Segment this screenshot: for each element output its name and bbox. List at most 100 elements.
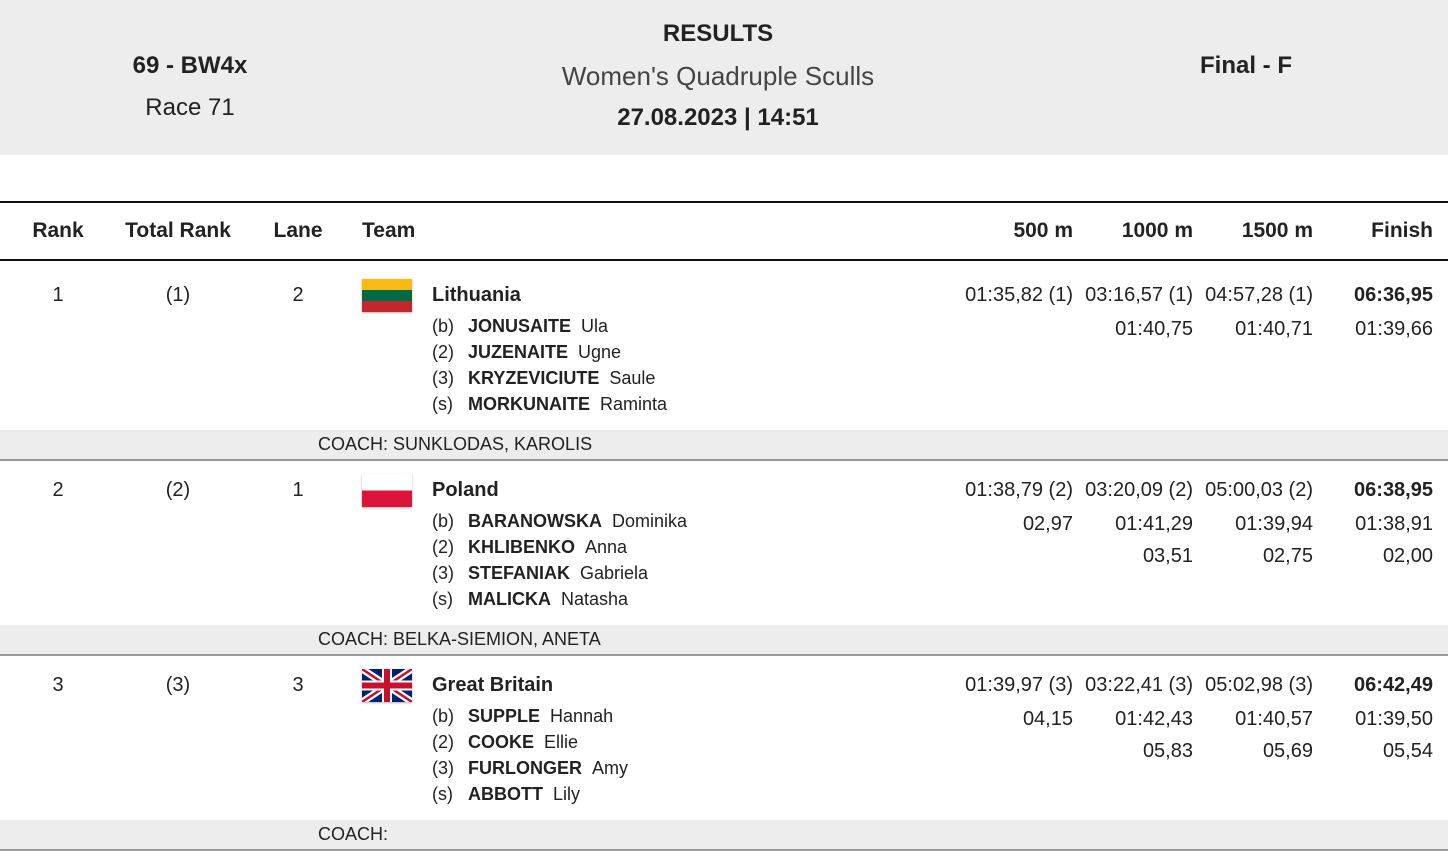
split: 04,15 [1022, 708, 1073, 730]
split: 01:40,71 [1235, 318, 1313, 340]
seat: (s) [432, 394, 453, 414]
split: 01:40,75 [1115, 318, 1193, 340]
seat: (3) [432, 758, 454, 778]
header-band [0, 0, 1448, 155]
time: 03:20,09 (2) [1085, 479, 1193, 501]
gap: 03,51 [1142, 545, 1193, 567]
flag-image [362, 279, 412, 312]
given-name: Gabriela [580, 563, 649, 583]
header-rule [0, 259, 1448, 261]
coach-band [0, 820, 1448, 849]
crew-name: SUPPLE Hannah [468, 703, 613, 729]
row-rule [0, 654, 1448, 656]
column-header: 1500 m [1241, 219, 1313, 242]
rank: 1 [52, 284, 64, 306]
crew-name: JONUSAITE Ula [468, 313, 608, 339]
split: 01:40,57 [1235, 708, 1313, 730]
given-name: Natasha [561, 589, 629, 609]
crew-name: FURLONGER Amy [468, 755, 628, 781]
seat: (3) [432, 563, 454, 583]
title: RESULTS [662, 20, 774, 47]
surname: FURLONGER [468, 758, 582, 778]
subtitle: Women's Quadruple Sculls [561, 61, 875, 91]
given-name: Saule [609, 368, 656, 388]
seat: (s) [432, 784, 453, 804]
split: 01:39,50 [1355, 708, 1433, 730]
team-name: Lithuania [432, 284, 521, 306]
flag [360, 666, 414, 705]
surname: SUPPLE [468, 706, 541, 726]
surname: KHLIBENKO [468, 537, 575, 557]
given-name: Amy [592, 758, 629, 778]
given-name: Ugne [578, 342, 622, 362]
time: 06:42,49 [1354, 674, 1433, 696]
coach: COACH: SUNKLODAS, KAROLIS [318, 434, 593, 454]
time: 05:02,98 (3) [1205, 674, 1313, 696]
crew-name: ABBOTT Lily [468, 781, 580, 807]
crew-name: STEFANIAK Gabriela [468, 560, 648, 586]
seat: (b) [432, 316, 454, 336]
seat: (b) [432, 511, 454, 531]
seat: (2) [432, 342, 454, 362]
column-header: Total Rank [125, 219, 231, 242]
lane: 1 [292, 479, 304, 501]
race: Race 71 [145, 94, 235, 121]
column-header: Finish [1371, 219, 1433, 242]
total-rank: (2) [165, 479, 191, 501]
flag-image [362, 474, 412, 507]
crew-name: MALICKA Natasha [468, 586, 628, 612]
crew-name: KRYZEVICIUTE Saule [468, 365, 655, 391]
surname: KRYZEVICIUTE [468, 368, 600, 388]
surname: JONUSAITE [468, 316, 572, 336]
total-rank: (3) [165, 674, 191, 696]
phase: Final - F [1200, 52, 1292, 79]
column-header: Rank [32, 219, 84, 242]
rank: 3 [52, 674, 64, 696]
split: 02,97 [1022, 513, 1073, 535]
crew-name: MORKUNAITE Raminta [468, 391, 667, 417]
gap: 02,75 [1262, 545, 1313, 567]
crew-name: JUZENAITE Ugne [468, 339, 621, 365]
column-header: Team [362, 219, 416, 242]
crew-name: BARANOWSKA Dominika [468, 508, 687, 534]
surname: COOKE [468, 732, 535, 752]
given-name: Ellie [544, 732, 579, 752]
surname: MORKUNAITE [468, 394, 590, 414]
gap: 05,69 [1262, 740, 1313, 762]
surname: BARANOWSKA [468, 511, 602, 531]
flag [362, 279, 412, 312]
given-name: Anna [585, 537, 628, 557]
gap: 02,00 [1382, 545, 1433, 567]
time: 05:00,03 (2) [1205, 479, 1313, 501]
table-top-rule [0, 201, 1448, 203]
column-header: 500 m [1013, 219, 1073, 242]
flag [362, 474, 412, 507]
coach: COACH: [318, 824, 389, 844]
event: 69 - BW4x [132, 52, 248, 79]
time: 01:35,82 (1) [965, 284, 1073, 306]
split: 01:38,91 [1355, 513, 1433, 535]
gap: 05,83 [1142, 740, 1193, 762]
time: 06:38,95 [1354, 479, 1433, 501]
flag-image [360, 666, 414, 705]
given-name: Dominika [612, 511, 688, 531]
surname: MALICKA [468, 589, 551, 609]
seat: (b) [432, 706, 454, 726]
coach-band [0, 625, 1448, 654]
given-name: Ula [581, 316, 609, 336]
lane: 3 [292, 674, 304, 696]
given-name: Hannah [550, 706, 614, 726]
surname: STEFANIAK [468, 563, 571, 583]
coach: COACH: BELKA-SIEMION, ANETA [318, 629, 601, 649]
given-name: Lily [553, 784, 581, 804]
total-rank: (1) [165, 284, 191, 306]
surname: JUZENAITE [468, 342, 569, 362]
split: 01:42,43 [1115, 708, 1193, 730]
seat: (3) [432, 368, 454, 388]
coach-band [0, 430, 1448, 459]
crew-name: COOKE Ellie [468, 729, 578, 755]
time: 03:16,57 (1) [1085, 284, 1193, 306]
seat: (s) [432, 589, 453, 609]
column-header: 1000 m [1121, 219, 1193, 242]
